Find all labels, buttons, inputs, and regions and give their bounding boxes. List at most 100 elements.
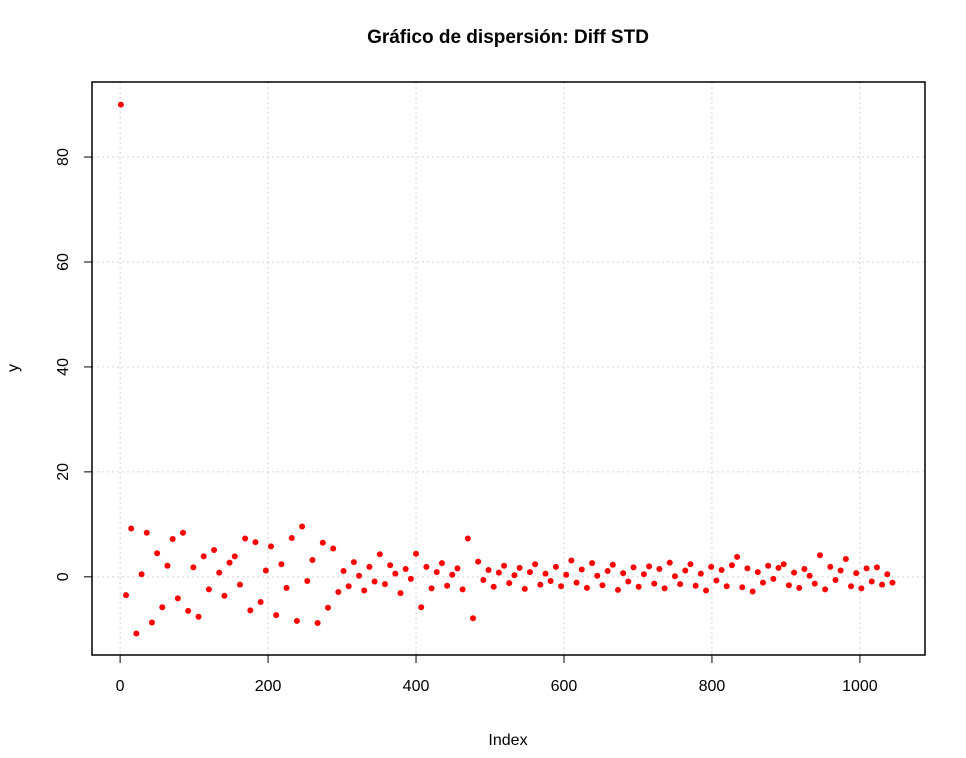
point: [521, 585, 528, 592]
point: [703, 587, 710, 594]
point: [490, 583, 497, 590]
point: [283, 584, 290, 591]
point: [884, 571, 891, 578]
point: [858, 585, 865, 592]
point: [485, 566, 492, 573]
point: [868, 578, 875, 585]
x-tick-label: 600: [551, 678, 578, 695]
point: [853, 570, 860, 577]
point: [309, 557, 316, 564]
point: [392, 570, 399, 577]
point: [889, 579, 896, 586]
point: [816, 552, 823, 559]
point: [480, 576, 487, 583]
point: [190, 564, 197, 571]
point: [687, 561, 694, 568]
point: [552, 563, 559, 570]
point: [842, 555, 849, 562]
point: [185, 607, 192, 614]
point: [469, 615, 476, 622]
point: [205, 586, 212, 593]
point: [739, 584, 746, 591]
point: [718, 566, 725, 573]
point: [423, 563, 430, 570]
point: [532, 561, 539, 568]
point: [692, 582, 699, 589]
point: [780, 561, 787, 568]
point: [837, 567, 844, 574]
y-tick-label: 0: [55, 572, 72, 581]
point: [314, 619, 321, 626]
point: [677, 581, 684, 588]
point: [159, 604, 166, 611]
point: [791, 569, 798, 576]
point: [879, 581, 886, 588]
point: [381, 581, 388, 588]
point: [728, 562, 735, 569]
point: [154, 550, 161, 557]
point: [350, 559, 357, 566]
point: [330, 545, 337, 552]
x-axis-label: Index: [488, 732, 527, 749]
y-axis-label: y: [5, 364, 22, 372]
point: [537, 581, 544, 588]
point: [304, 578, 311, 585]
point: [366, 563, 373, 570]
point: [148, 619, 155, 626]
point: [511, 572, 518, 579]
point: [361, 587, 368, 594]
point: [200, 553, 207, 560]
point: [526, 569, 533, 576]
point: [734, 553, 741, 560]
point: [236, 581, 243, 588]
point: [371, 578, 378, 585]
point: [573, 579, 580, 586]
point: [293, 617, 300, 624]
point: [811, 580, 818, 587]
point: [578, 566, 585, 573]
point: [697, 570, 704, 577]
point: [340, 568, 347, 575]
point: [827, 563, 834, 570]
point: [221, 592, 228, 599]
point: [796, 584, 803, 591]
point: [661, 585, 668, 592]
point: [387, 562, 394, 569]
point: [609, 561, 616, 568]
point: [195, 613, 202, 620]
point: [599, 582, 606, 589]
point: [848, 583, 855, 590]
point: [428, 585, 435, 592]
point: [656, 565, 663, 572]
point: [438, 560, 445, 567]
point: [501, 562, 508, 569]
plot-frame: [91, 81, 926, 656]
point: [671, 573, 678, 580]
x-tick-label: 800: [699, 678, 726, 695]
point: [169, 536, 176, 543]
y-tick-label: 40: [55, 358, 72, 376]
point: [464, 535, 471, 542]
point: [723, 583, 730, 590]
point: [179, 529, 186, 536]
point: [128, 525, 135, 532]
point: [646, 563, 653, 570]
point: [319, 539, 326, 546]
point: [117, 101, 124, 108]
point: [444, 582, 451, 589]
point: [407, 575, 414, 582]
point: [288, 534, 295, 541]
point: [806, 572, 813, 579]
point: [299, 523, 306, 530]
point: [418, 604, 425, 611]
point: [775, 564, 782, 571]
point: [749, 588, 756, 595]
point: [174, 595, 181, 602]
point: [759, 579, 766, 586]
point: [278, 561, 285, 568]
point: [459, 586, 466, 593]
point: [589, 560, 596, 567]
point: [863, 565, 870, 572]
point: [376, 551, 383, 558]
